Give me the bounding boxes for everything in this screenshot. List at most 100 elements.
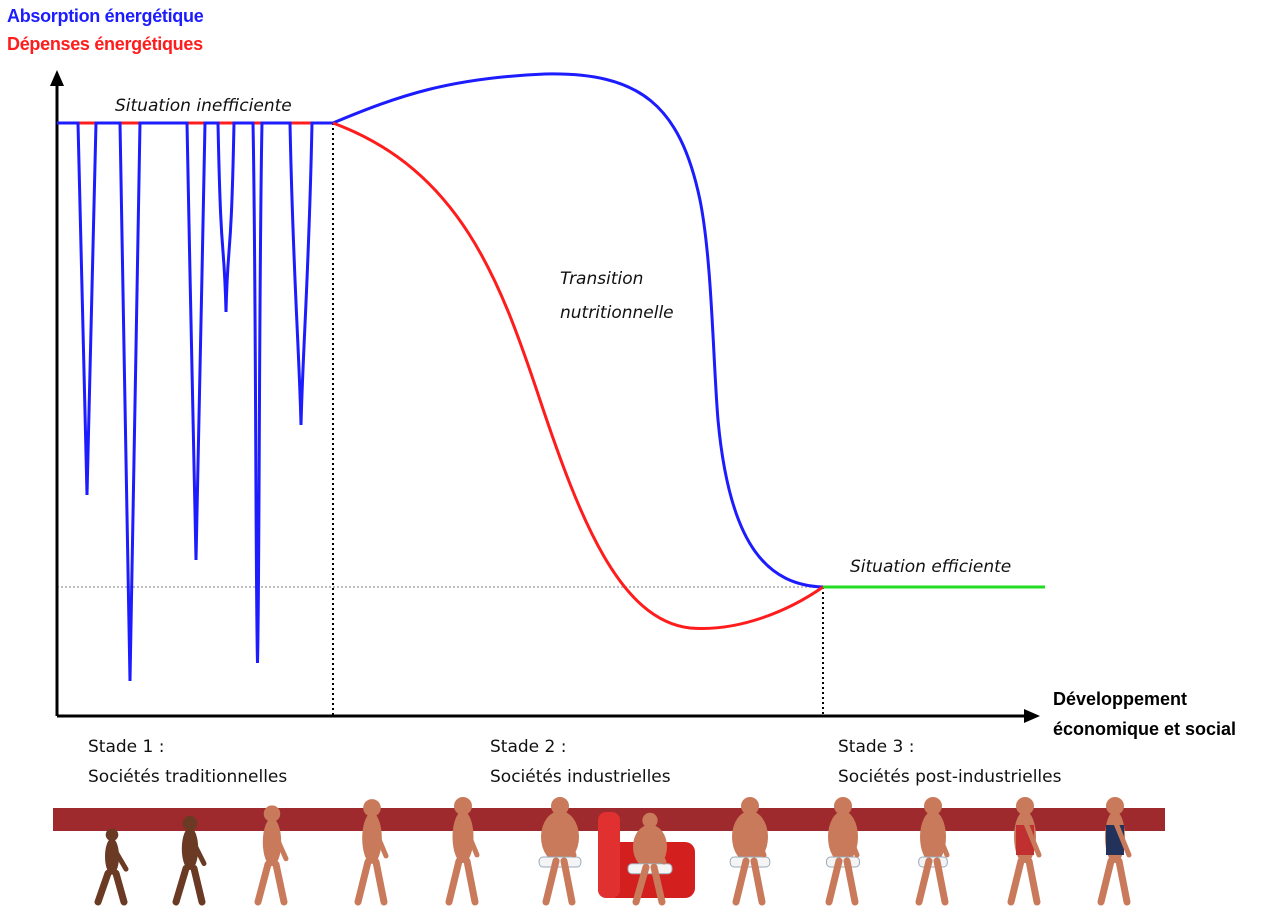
figure-leg-left (445, 857, 463, 906)
stage-1-number: Stade 1 : (88, 737, 165, 757)
figure-torso (732, 811, 768, 863)
figure-arm (747, 818, 767, 858)
stage-3-label: Stade 3 : Sociétés post-industrielles (838, 732, 1061, 792)
figure-3 (254, 805, 289, 906)
figure-12 (1097, 797, 1132, 906)
stage-3-number: Stade 3 : (838, 737, 915, 757)
figure-shorts (826, 856, 860, 868)
figure-6 (538, 797, 582, 906)
figure-leg-left (172, 864, 190, 906)
figure-leg-right (190, 864, 206, 906)
figure-shorts (538, 856, 582, 868)
figure-10 (915, 797, 950, 906)
x-axis-label-line2: économique et social (1053, 719, 1237, 739)
x-axis-label: Développement économique et social (1053, 684, 1236, 744)
figure-arm (1112, 818, 1132, 858)
expenditure-line-stage2 (332, 121, 824, 630)
figure-leg-left (1097, 857, 1115, 906)
figure-head (924, 797, 942, 815)
figure-leg-left (94, 869, 112, 906)
figure-4 (354, 799, 389, 906)
figure-shorts (918, 856, 948, 868)
figure-head (363, 799, 381, 817)
figure-torso (262, 818, 282, 867)
figure-head (1016, 797, 1034, 815)
figure-head (741, 797, 759, 815)
figure-head (454, 797, 472, 815)
series-lines (57, 72, 1045, 682)
figure-leg-left (1007, 857, 1025, 906)
annotation-transition-line2: nutritionnelle (560, 303, 674, 323)
figure-arm (930, 818, 950, 858)
figure-head (105, 828, 119, 842)
figure-leg-right (933, 857, 949, 906)
figure-leg-left (825, 857, 843, 906)
figure-9 (825, 797, 860, 906)
figure-leg-right (272, 860, 288, 906)
figure-arm (1022, 818, 1042, 858)
figure-torso (828, 811, 858, 863)
figure-1 (94, 828, 129, 906)
figure-head (551, 797, 569, 815)
figure-torso (362, 812, 382, 864)
figure-arm (840, 818, 860, 858)
figure-leg-right (1115, 857, 1131, 906)
figure-arm (187, 833, 207, 866)
figure-leg-left (542, 857, 560, 906)
figure-leg-right (112, 869, 128, 906)
armchair-back (598, 812, 620, 898)
figure-8 (729, 797, 771, 906)
figure-11 (1007, 797, 1042, 906)
figure-leg-left (632, 863, 650, 906)
annotation-transition: Transition nutritionnelle (560, 262, 674, 330)
axes (50, 70, 1040, 723)
figure-head (182, 815, 198, 831)
figure-5 (445, 797, 480, 906)
stage-2-number: Stade 2 : (490, 737, 567, 757)
guide-lines (57, 123, 824, 716)
evolution-illustration (53, 797, 1165, 906)
figure-torso (920, 811, 946, 863)
figure-leg-right (1025, 857, 1041, 906)
y-axis-label-intake: Absorption énergétique (7, 6, 204, 26)
figure-leg-left (354, 858, 372, 906)
stage-1-label: Stade 1 : Sociétés traditionnelles (88, 732, 287, 792)
stage-1-name: Sociétés traditionnelles (88, 767, 288, 787)
figure-head (642, 812, 658, 829)
figure-leg-right (560, 857, 576, 906)
figure-torso (181, 827, 199, 871)
figure-leg-right (843, 857, 859, 906)
figure-arm (557, 818, 577, 858)
figure-leg-left (915, 857, 933, 906)
figure-leg-right (650, 863, 666, 906)
stage-3-name: Sociétés post-industrielles (838, 767, 1062, 787)
figure-head (263, 805, 281, 822)
figure-leg-left (254, 860, 272, 906)
y-axis-arrow (50, 70, 64, 86)
stage-2-label: Stade 2 : Sociétés industrielles (490, 732, 671, 792)
figure-arm (460, 818, 480, 858)
figure-2 (172, 815, 207, 906)
figure-arm (647, 830, 667, 865)
annotation-transition-line1: Transition (560, 269, 644, 289)
figure-7 (598, 812, 695, 906)
figure-arm (269, 824, 289, 862)
figure-shorts (729, 856, 771, 868)
x-axis-label-line1: Développement (1053, 689, 1188, 709)
figure-arm (109, 842, 129, 872)
figure-leg-right (750, 857, 766, 906)
stage-2-name: Sociétés industrielles (490, 767, 671, 787)
figure-shorts (627, 863, 673, 875)
figure-head (1106, 797, 1124, 815)
intake-line-stage1 (57, 121, 333, 682)
figure-leg-right (372, 858, 388, 906)
y-axis-label-expenditure: Dépenses énergétiques (7, 34, 203, 54)
figure-arm (369, 820, 389, 859)
intake-line-stage2 (332, 72, 824, 589)
figure-torso (452, 811, 474, 863)
figure-leg-right (463, 857, 479, 906)
annotation-efficient: Situation efficiente (850, 557, 1012, 577)
figure-head (834, 797, 852, 815)
